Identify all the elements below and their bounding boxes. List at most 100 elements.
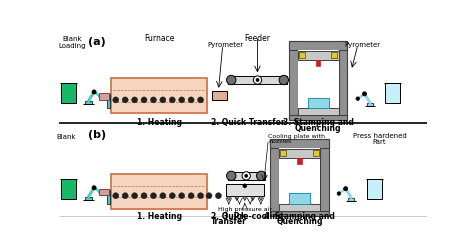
Circle shape — [243, 184, 246, 188]
Bar — [111, 173, 207, 209]
Bar — [289, 41, 347, 50]
Text: Loading: Loading — [59, 43, 86, 49]
Circle shape — [99, 95, 102, 99]
Circle shape — [256, 171, 266, 181]
Bar — [226, 184, 264, 196]
Bar — [298, 51, 339, 60]
Text: Pyrometer: Pyrometer — [345, 42, 381, 48]
Text: Quenching: Quenching — [276, 217, 323, 226]
Text: Transfer: Transfer — [211, 217, 247, 226]
Circle shape — [150, 97, 156, 103]
Text: 4. Stamping and: 4. Stamping and — [264, 212, 335, 221]
Circle shape — [160, 97, 166, 103]
Text: Blank: Blank — [63, 36, 82, 42]
Text: (b): (b) — [88, 130, 106, 140]
Bar — [299, 52, 305, 58]
Bar — [99, 189, 109, 195]
Bar — [298, 50, 339, 115]
Bar — [99, 93, 109, 100]
Circle shape — [122, 193, 128, 199]
Circle shape — [188, 97, 194, 103]
Text: High pressure air: High pressure air — [218, 207, 272, 212]
Text: Furnace: Furnace — [144, 34, 174, 43]
Bar — [279, 148, 320, 211]
Bar — [279, 204, 320, 211]
Bar — [297, 158, 301, 164]
Bar — [367, 103, 374, 106]
Text: nozzles: nozzles — [268, 139, 292, 144]
Bar — [280, 150, 286, 156]
Circle shape — [256, 79, 259, 81]
Circle shape — [169, 97, 175, 103]
Polygon shape — [258, 196, 263, 201]
Bar — [298, 108, 339, 115]
Circle shape — [198, 97, 203, 103]
Text: (a): (a) — [88, 37, 106, 47]
Bar — [289, 41, 298, 120]
Bar — [385, 83, 400, 103]
Text: Press hardened: Press hardened — [353, 133, 406, 139]
Circle shape — [337, 192, 341, 195]
Bar — [339, 41, 347, 120]
Bar — [270, 139, 328, 148]
Circle shape — [242, 172, 250, 180]
Bar — [107, 190, 110, 204]
Circle shape — [254, 76, 262, 84]
Circle shape — [92, 90, 96, 94]
Text: Pyrometer: Pyrometer — [207, 42, 243, 48]
Bar — [279, 149, 320, 158]
Bar — [348, 198, 355, 201]
Text: Feeder: Feeder — [245, 34, 271, 43]
Circle shape — [150, 193, 156, 199]
Bar — [107, 94, 110, 108]
Text: 3. Pre-cooling: 3. Pre-cooling — [223, 212, 283, 221]
Bar — [313, 150, 319, 156]
Circle shape — [245, 174, 248, 177]
Circle shape — [169, 193, 175, 199]
Circle shape — [188, 193, 194, 199]
Bar — [270, 139, 279, 216]
Text: Cooling plate with: Cooling plate with — [268, 133, 325, 139]
Text: Quenching: Quenching — [295, 124, 342, 132]
Circle shape — [344, 187, 348, 191]
Text: Part: Part — [373, 139, 386, 145]
Text: 1. Heating: 1. Heating — [137, 118, 182, 127]
Bar — [270, 211, 328, 216]
Bar — [320, 139, 328, 216]
Text: 2. Quick: 2. Quick — [211, 212, 246, 221]
Bar — [61, 179, 76, 199]
Text: 1. Heating: 1. Heating — [137, 212, 182, 221]
Circle shape — [141, 97, 147, 103]
Circle shape — [227, 75, 236, 85]
Bar — [85, 197, 91, 200]
Bar — [61, 83, 76, 103]
Circle shape — [356, 97, 359, 100]
Bar — [228, 172, 264, 180]
Circle shape — [132, 97, 137, 103]
Polygon shape — [251, 196, 255, 201]
Circle shape — [179, 193, 185, 199]
Bar — [289, 115, 347, 120]
Circle shape — [198, 193, 203, 199]
Text: Blank: Blank — [56, 133, 76, 140]
Circle shape — [113, 193, 119, 199]
Circle shape — [132, 193, 137, 199]
Text: 3. Stamping and: 3. Stamping and — [283, 118, 354, 127]
Circle shape — [179, 97, 185, 103]
Polygon shape — [243, 196, 247, 201]
Bar — [289, 193, 310, 204]
Bar — [367, 179, 383, 199]
Circle shape — [141, 193, 147, 199]
Polygon shape — [227, 196, 231, 201]
Polygon shape — [235, 196, 239, 201]
Bar — [316, 60, 320, 66]
Circle shape — [215, 193, 221, 199]
Bar — [308, 98, 328, 108]
Text: 2. Quick Transfer: 2. Quick Transfer — [211, 118, 284, 127]
Circle shape — [227, 171, 236, 181]
Circle shape — [160, 193, 166, 199]
Bar — [228, 76, 287, 84]
Bar — [85, 101, 91, 104]
Circle shape — [122, 97, 128, 103]
Circle shape — [99, 191, 102, 194]
